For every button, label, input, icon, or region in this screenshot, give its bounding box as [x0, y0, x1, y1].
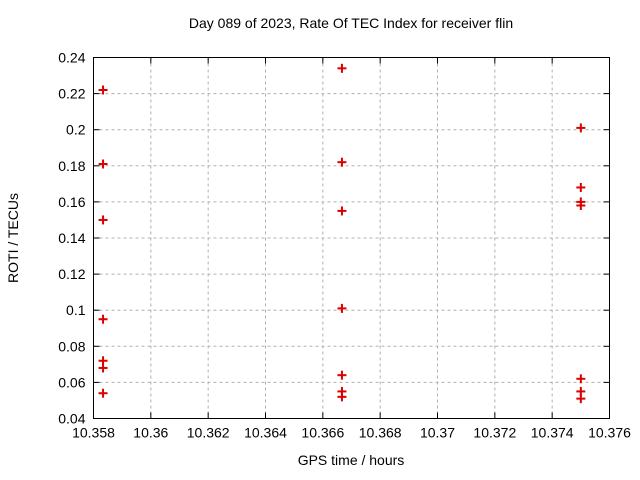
y-tick-label: 0.2: [66, 122, 86, 138]
chart-title: Day 089 of 2023, Rate Of TEC Index for r…: [188, 15, 514, 31]
x-tick-label: 10.366: [301, 425, 344, 441]
data-point-marker: [98, 388, 108, 398]
x-tick-label: 10.362: [187, 425, 230, 441]
plot-border: [93, 57, 610, 419]
data-point-marker: [98, 85, 108, 95]
y-tick-label: 0.18: [58, 158, 85, 174]
y-tick-label: 0.16: [58, 194, 85, 210]
x-axis-label: GPS time / hours: [297, 452, 405, 468]
x-tick-label: 10.36: [133, 425, 168, 441]
y-tick-label: 0.08: [58, 338, 85, 354]
data-point-marker: [576, 201, 586, 211]
y-tick-label: 0.22: [58, 86, 85, 102]
x-tick-label: 10.37: [420, 425, 455, 441]
x-tick-label: 10.364: [244, 425, 287, 441]
data-point-marker: [576, 394, 586, 404]
x-tick-label: 10.376: [588, 425, 631, 441]
data-point-marker: [337, 157, 347, 167]
data-point-marker: [576, 182, 586, 192]
data-point-marker: [98, 215, 108, 225]
data-point-marker: [337, 392, 347, 402]
y-tick-label: 0.04: [58, 411, 85, 427]
x-tick-label: 10.358: [72, 425, 115, 441]
y-tick-label: 0.06: [58, 374, 85, 390]
data-point-marker: [98, 159, 108, 169]
data-point-marker: [337, 370, 347, 380]
data-point-marker: [337, 206, 347, 216]
y-tick-label: 0.24: [58, 50, 85, 66]
x-tick-label: 10.374: [531, 425, 574, 441]
data-point-marker: [576, 374, 586, 384]
y-tick-label: 0.12: [58, 266, 85, 282]
data-point-marker: [337, 303, 347, 313]
x-tick-label: 10.372: [473, 425, 516, 441]
data-point-marker: [98, 314, 108, 324]
data-point-marker: [576, 123, 586, 133]
data-point-marker: [337, 63, 347, 73]
y-tick-label: 0.1: [66, 302, 86, 318]
y-tick-label: 0.14: [58, 230, 85, 246]
x-tick-label: 10.368: [359, 425, 402, 441]
data-point-marker: [98, 363, 108, 373]
